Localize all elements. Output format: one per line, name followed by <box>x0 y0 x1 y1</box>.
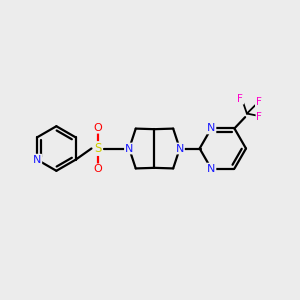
Text: O: O <box>94 164 102 174</box>
Text: N: N <box>176 143 184 154</box>
Text: F: F <box>237 94 243 104</box>
Text: N: N <box>33 155 41 165</box>
Text: N: N <box>207 123 215 134</box>
Text: S: S <box>94 142 102 155</box>
Text: N: N <box>125 143 134 154</box>
Text: F: F <box>256 112 262 122</box>
Text: O: O <box>94 123 102 133</box>
Text: F: F <box>256 97 262 107</box>
Text: N: N <box>207 164 215 174</box>
